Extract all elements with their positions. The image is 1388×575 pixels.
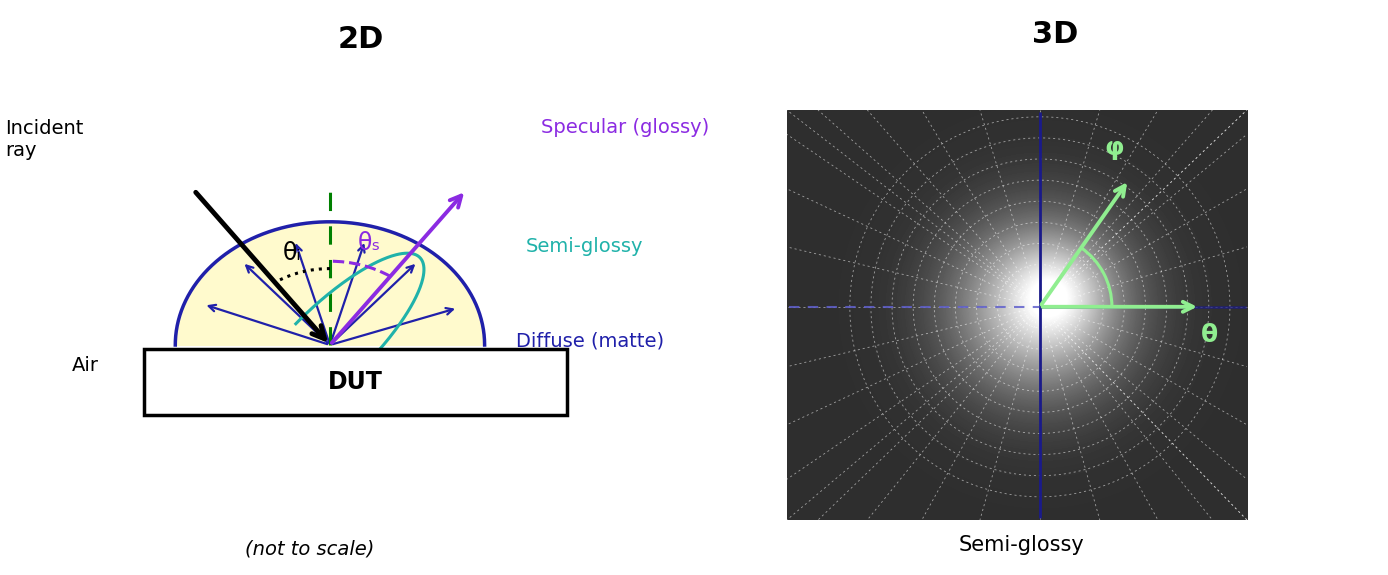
Text: θₛ: θₛ (358, 231, 380, 255)
Text: Semi-glossy: Semi-glossy (959, 535, 1085, 555)
Text: θᵢ: θᵢ (283, 241, 301, 265)
Text: (not to scale): (not to scale) (244, 539, 373, 558)
Text: Semi-glossy: Semi-glossy (526, 237, 644, 256)
Text: φ: φ (1103, 136, 1124, 160)
Bar (787, 110, 1246, 520)
Text: θ: θ (1201, 323, 1219, 347)
Bar (144, 349, 568, 415)
Text: DUT: DUT (329, 370, 383, 394)
Text: Air: Air (72, 356, 99, 375)
Text: 3D: 3D (1031, 20, 1078, 49)
Text: 2D: 2D (337, 25, 384, 53)
Text: Incident
ray: Incident ray (6, 119, 83, 160)
Text: Specular (glossy): Specular (glossy) (541, 118, 709, 137)
Polygon shape (175, 222, 484, 345)
Text: Diffuse (matte): Diffuse (matte) (515, 331, 663, 350)
